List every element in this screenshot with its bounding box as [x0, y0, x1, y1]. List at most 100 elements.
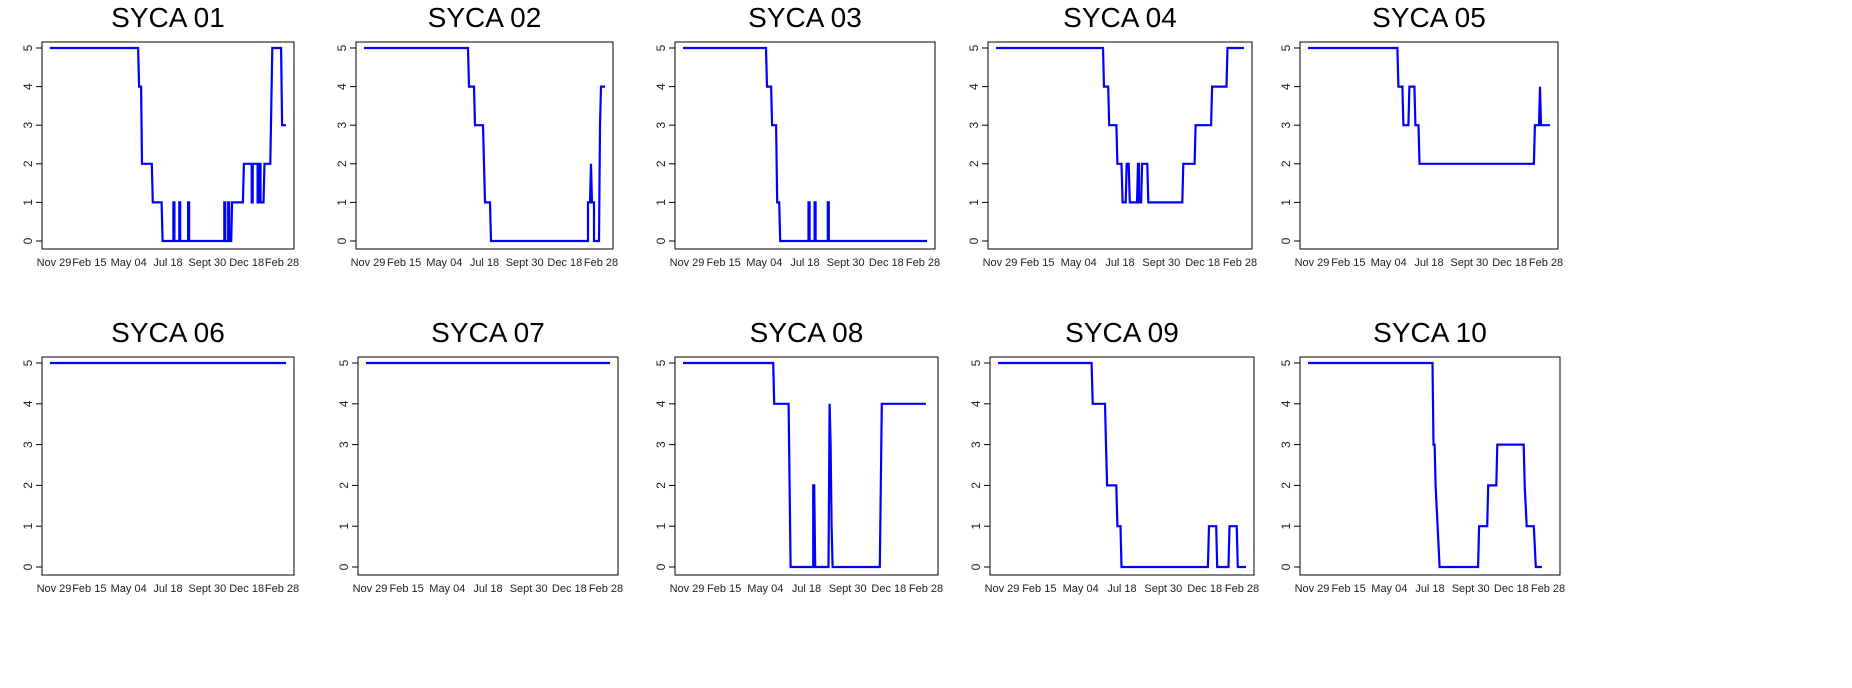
x-tick-label: Sept 30 [1144, 583, 1182, 595]
chart-title: SYCA 01 [111, 2, 225, 33]
chart-title: SYCA 06 [111, 317, 225, 348]
x-tick-label: Jul 18 [473, 583, 502, 595]
x-tick-label: Jul 18 [1415, 583, 1444, 595]
series-line [683, 46, 927, 243]
x-tick-label: May 04 [426, 257, 462, 269]
x-tick-label: Feb 28 [265, 583, 299, 595]
x-tick-label: Sept 30 [827, 257, 865, 269]
x-tick-label: Jul 18 [1107, 583, 1136, 595]
chart-panel: SYCA 04 0 1 2 3 4 5 Nov 29 Feb 15 May 04 Jul 18 Sep… [967, 0, 1280, 340]
x-tick-label: May 04 [1061, 257, 1097, 269]
plot-frame [989, 356, 1255, 576]
y-tick-label: 4 [654, 400, 668, 407]
x-tick-label: Nov 29 [37, 257, 72, 269]
series-line [683, 361, 926, 569]
x-tick-label: Nov 29 [37, 583, 72, 595]
plot-frame [674, 41, 936, 250]
plot-frame [987, 41, 1253, 250]
y-tick-label: 1 [967, 199, 981, 206]
x-tick-label: Sept 30 [1452, 583, 1490, 595]
y-tick-label: 2 [337, 482, 351, 489]
x-tick-label: May 04 [111, 583, 147, 595]
y-tick-label: 3 [1279, 122, 1293, 129]
x-tick-label: Sept 30 [1142, 257, 1180, 269]
y-tick-label: 2 [1279, 482, 1293, 489]
x-tick-label: Feb 28 [909, 583, 943, 595]
x-tick-label: May 04 [1371, 583, 1407, 595]
x-tick-label: Feb 15 [1022, 583, 1056, 595]
x-tick-label: May 04 [1371, 257, 1407, 269]
x-tick-label: Feb 28 [1529, 257, 1563, 269]
x-tick-label: Feb 28 [589, 583, 623, 595]
chart-title: SYCA 05 [1372, 2, 1486, 33]
y-tick-label: 3 [969, 441, 983, 448]
y-tick-label: 1 [21, 199, 35, 206]
chart-title: SYCA 07 [431, 317, 545, 348]
chart-panel: SYCA 02 0 1 2 3 4 5 Nov 29 Feb 15 May 04 Jul 18 Sep… [330, 0, 650, 340]
x-tick-label: Dec 18 [1187, 583, 1222, 595]
x-tick-label: Dec 18 [229, 583, 264, 595]
x-tick-label: Feb 15 [1332, 583, 1366, 595]
x-tick-label: Sept 30 [188, 257, 226, 269]
x-tick-label: Nov 29 [670, 583, 705, 595]
x-tick-label: Feb 15 [1331, 257, 1365, 269]
y-tick-label: 0 [337, 563, 351, 570]
plot-frame [357, 356, 619, 576]
x-tick-label: Feb 28 [584, 257, 618, 269]
x-tick-label: May 04 [429, 583, 465, 595]
x-tick-label: Feb 15 [72, 583, 106, 595]
x-tick-label: Feb 15 [390, 583, 424, 595]
y-tick-label: 5 [1279, 359, 1293, 366]
y-tick-label: 2 [1279, 160, 1293, 167]
x-tick-label: Nov 29 [353, 583, 388, 595]
x-tick-label: Nov 29 [1295, 257, 1330, 269]
x-tick-label: Feb 28 [1531, 583, 1565, 595]
chart-panel: SYCA 05 0 1 2 3 4 5 Nov 29 Feb 15 May 04 Jul 18 Sep… [1279, 0, 1570, 340]
x-tick-label: Sept 30 [510, 583, 548, 595]
y-tick-label: 0 [967, 237, 981, 244]
y-tick-label: 3 [654, 122, 668, 129]
series-line [1308, 46, 1550, 165]
x-tick-label: Dec 18 [871, 583, 906, 595]
plot-frame [1299, 356, 1561, 576]
series-line [998, 361, 1246, 569]
y-tick-label: 4 [654, 83, 668, 90]
x-tick-label: Sept 30 [506, 257, 544, 269]
y-tick-label: 0 [1279, 563, 1293, 570]
y-tick-label: 4 [969, 400, 983, 407]
x-tick-label: Dec 18 [547, 257, 582, 269]
x-tick-label: Dec 18 [552, 583, 587, 595]
plot-frame [355, 41, 614, 250]
y-tick-label: 3 [654, 441, 668, 448]
y-tick-label: 0 [21, 237, 35, 244]
x-tick-label: Nov 29 [983, 257, 1018, 269]
chart-panel: SYCA 01 0 1 2 3 4 5 Nov 29 Feb 15 May 04 Jul 18 Sep… [0, 0, 330, 340]
x-tick-label: Feb 28 [265, 257, 299, 269]
chart-title: SYCA 09 [1065, 317, 1179, 348]
x-tick-label: Jul 18 [790, 257, 819, 269]
y-tick-label: 2 [654, 160, 668, 167]
y-tick-label: 5 [337, 359, 351, 366]
y-tick-label: 4 [1279, 400, 1293, 407]
x-tick-label: Nov 29 [670, 257, 705, 269]
y-tick-label: 3 [967, 122, 981, 129]
y-tick-label: 4 [21, 83, 35, 90]
y-tick-label: 2 [21, 160, 35, 167]
x-tick-label: Dec 18 [229, 257, 264, 269]
y-tick-label: 5 [21, 44, 35, 51]
x-tick-label: Feb 28 [1223, 257, 1257, 269]
x-tick-label: Dec 18 [1494, 583, 1529, 595]
chart-panel: SYCA 06 0 1 2 3 4 5 Nov 29 Feb 15 May 04 Jul 18 Sep… [0, 315, 330, 688]
plot-frame [41, 356, 295, 576]
x-tick-label: Dec 18 [1492, 257, 1527, 269]
y-tick-label: 4 [967, 83, 981, 90]
y-tick-label: 5 [21, 359, 35, 366]
y-tick-label: 0 [21, 563, 35, 570]
x-tick-label: Feb 15 [1020, 257, 1054, 269]
